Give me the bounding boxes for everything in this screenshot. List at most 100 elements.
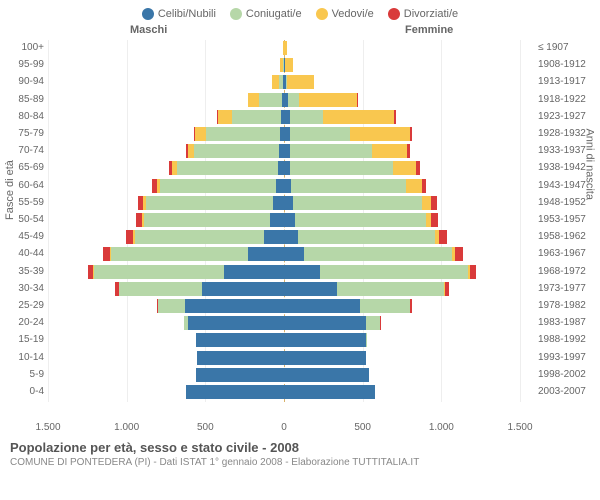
bar-female	[284, 41, 287, 55]
segment	[406, 179, 422, 193]
segment	[284, 299, 360, 313]
age-label: 55-59	[0, 197, 44, 208]
bar-male	[126, 230, 284, 244]
segment	[259, 93, 283, 107]
age-label: 85-89	[0, 94, 44, 105]
birth-label: 1938-1942	[538, 162, 600, 173]
gender-headers: Maschi Femmine	[0, 24, 600, 40]
segment	[284, 385, 375, 399]
bar-female	[284, 282, 449, 296]
birth-label: 1968-1972	[538, 266, 600, 277]
birth-label: 1918-1922	[538, 94, 600, 105]
legend-item: Coniugati/e	[230, 8, 302, 20]
segment	[284, 282, 337, 296]
segment	[185, 299, 284, 313]
birth-label: ≤ 1907	[538, 42, 600, 53]
birth-label: 1953-1957	[538, 214, 600, 225]
segment	[445, 282, 449, 296]
segment	[323, 110, 394, 124]
segment	[111, 247, 248, 261]
pyramid-row	[48, 281, 520, 297]
segment	[206, 127, 280, 141]
segment	[146, 196, 273, 210]
x-tick-label: 1.000	[114, 422, 139, 433]
bar-male	[186, 144, 284, 158]
segment	[287, 75, 314, 89]
bar-female	[284, 368, 369, 382]
segment	[290, 110, 323, 124]
segment	[264, 230, 284, 244]
bar-male	[184, 316, 284, 330]
birth-label: 1978-1982	[538, 300, 600, 311]
birth-label: 1993-1997	[538, 352, 600, 363]
segment	[416, 161, 420, 175]
x-tick-label: 1.500	[35, 422, 60, 433]
pyramid-row	[48, 384, 520, 400]
segment	[224, 265, 284, 279]
bar-female	[284, 351, 366, 365]
segment	[394, 110, 396, 124]
bar-female	[284, 179, 426, 193]
bar-male	[138, 196, 284, 210]
segment	[202, 282, 284, 296]
segment	[284, 351, 366, 365]
segment	[407, 144, 410, 158]
bar-female	[284, 385, 375, 399]
pyramid-row	[48, 246, 520, 262]
segment	[304, 247, 452, 261]
pyramid-row	[48, 229, 520, 245]
segment	[290, 127, 350, 141]
bar-male	[88, 265, 284, 279]
segment	[273, 196, 284, 210]
segment	[284, 333, 366, 347]
segment	[293, 196, 422, 210]
segment	[270, 213, 284, 227]
segment	[337, 282, 444, 296]
x-tick-label: 500	[197, 422, 214, 433]
legend-swatch	[316, 8, 328, 20]
age-label: 65-69	[0, 162, 44, 173]
segment	[422, 179, 427, 193]
segment	[158, 299, 185, 313]
segment	[299, 93, 357, 107]
segment	[372, 144, 407, 158]
age-label: 75-79	[0, 128, 44, 139]
segment	[410, 127, 412, 141]
birth-label: 1908-1912	[538, 59, 600, 70]
age-label: 60-64	[0, 180, 44, 191]
age-label: 30-34	[0, 283, 44, 294]
segment	[320, 265, 468, 279]
bar-male	[157, 299, 284, 313]
legend-swatch	[388, 8, 400, 20]
bar-male	[248, 93, 284, 107]
legend-label: Coniugati/e	[246, 8, 302, 20]
bar-female	[284, 161, 420, 175]
segment	[248, 93, 259, 107]
segment	[284, 230, 298, 244]
segment	[103, 247, 110, 261]
segment	[232, 110, 281, 124]
segment	[196, 333, 284, 347]
segment	[284, 247, 304, 261]
pyramid-row	[48, 109, 520, 125]
bar-female	[284, 75, 314, 89]
birth-label: 1943-1947	[538, 180, 600, 191]
birth-label: 1963-1967	[538, 248, 600, 259]
segment	[360, 299, 410, 313]
legend-item: Celibi/Nubili	[142, 8, 216, 20]
bar-male	[103, 247, 284, 261]
segment	[196, 368, 284, 382]
birth-label: 1928-1932	[538, 128, 600, 139]
bar-male	[272, 75, 284, 89]
pyramid-row	[48, 160, 520, 176]
segment	[455, 247, 463, 261]
segment	[431, 196, 437, 210]
segment	[94, 265, 225, 279]
birth-label: 2003-2007	[538, 386, 600, 397]
legend-item: Vedovi/e	[316, 8, 374, 20]
age-label: 100+	[0, 42, 44, 53]
bar-male	[194, 127, 284, 141]
segment	[197, 351, 284, 365]
segment	[284, 265, 320, 279]
birth-label: 1913-1917	[538, 76, 600, 87]
